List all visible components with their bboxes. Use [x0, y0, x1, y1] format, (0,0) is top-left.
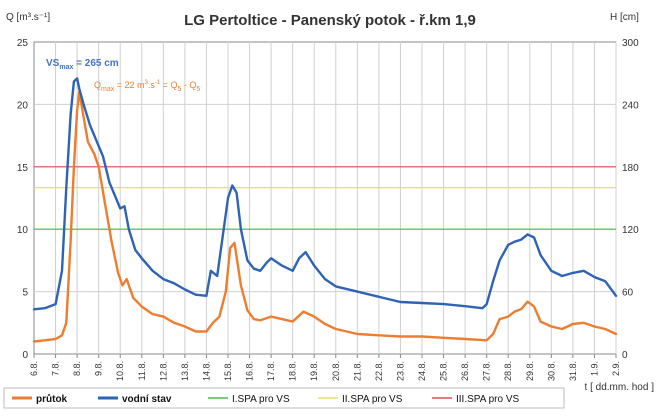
vs-max-annotation: VSmax = 265 cm: [46, 58, 119, 71]
x-tick-label: 13.8.: [180, 361, 190, 381]
y-tick-right: 60: [622, 288, 634, 299]
y-tick-left: 15: [17, 163, 29, 174]
axes: 0 5 10 15 20 25 0 60 120 180 240 300 6.8. 7.8. 8.8. 9.8…: [17, 38, 639, 381]
legend-box: [3, 387, 565, 409]
x-tick-label: 30.8.: [546, 361, 556, 381]
x-tick-label: 17.8.: [266, 361, 276, 381]
y-tick-right: 120: [622, 225, 639, 236]
x-tick-label: 27.8.: [482, 361, 492, 381]
x-tick-label: 6.8.: [29, 361, 39, 376]
x-tick-label: 18.8.: [288, 361, 298, 381]
y-tick-right: 180: [622, 163, 639, 174]
threshold-lines: [34, 166, 616, 230]
x-tick-label: 11.8.: [137, 361, 147, 380]
x-tick-label: 2.9.: [611, 361, 621, 376]
plot-area: [33, 41, 617, 355]
x-tick-label: 15.8.: [223, 361, 233, 381]
series-line: [32, 90, 618, 343]
legend-label: III.SPA pro VS: [456, 394, 520, 405]
chart-title: LG Pertoltice - Panenský potok - ř.km 1,…: [184, 12, 476, 29]
y-axis-left-label: Q [m³.s⁻¹]: [6, 12, 50, 23]
y-tick-left: 0: [22, 350, 28, 361]
legend: průtok vodní stav I.SPA pro VS II.SPA pro V…: [3, 387, 565, 409]
x-axis-label: t [ dd.mm. hod ]: [585, 382, 655, 393]
y-tick-right: 240: [622, 100, 639, 111]
x-tick-label: 24.8.: [417, 361, 427, 381]
y-tick-left: 10: [17, 225, 29, 236]
x-tick-label: 26.8.: [460, 361, 470, 381]
y-tick-left: 20: [17, 100, 29, 111]
x-tick-label: 23.8.: [395, 361, 405, 381]
series-lines: [32, 77, 618, 343]
x-tick-label: 22.8.: [374, 361, 384, 381]
x-tick-label: 7.8.: [51, 361, 61, 376]
x-tick-label: 14.8.: [201, 361, 211, 381]
x-tick-label: 8.8.: [72, 361, 82, 376]
y-tick-left: 25: [17, 38, 29, 49]
legend-label: II.SPA pro VS: [342, 394, 403, 405]
y-tick-left: 5: [22, 288, 28, 299]
x-tick-label: 10.8.: [115, 361, 125, 381]
x-tick-label: 12.8.: [158, 361, 168, 381]
y-tick-right: 0: [622, 350, 628, 361]
x-tick-label: 29.8.: [525, 361, 535, 381]
x-tick-label: 31.8.: [568, 361, 578, 381]
series-line: [32, 77, 618, 311]
annotations: VSmax = 265 cm Qmax = 22 m3.s-1 = Q5 - Q5: [46, 58, 200, 93]
x-tick-label: 1.9.: [589, 361, 599, 376]
y-axis-right-label: H [cm]: [610, 12, 639, 23]
x-tick-label: 21.8.: [352, 361, 362, 381]
x-tick-label: 19.8.: [309, 361, 319, 381]
x-tick-label: 28.8.: [503, 361, 513, 381]
x-tick-label: 16.8.: [245, 361, 255, 381]
y-tick-right: 300: [622, 38, 639, 49]
legend-label: vodní stav: [122, 394, 172, 405]
x-tick-label: 25.8.: [439, 361, 449, 381]
x-tick-label: 9.8.: [94, 361, 104, 376]
x-tick-label: 20.8.: [331, 361, 341, 381]
legend-label: I.SPA pro VS: [232, 394, 290, 405]
grid: [33, 41, 617, 355]
legend-label: průtok: [36, 393, 68, 405]
q-max-annotation: Qmax = 22 m3.s-1 = Q5 - Q5: [94, 80, 200, 93]
